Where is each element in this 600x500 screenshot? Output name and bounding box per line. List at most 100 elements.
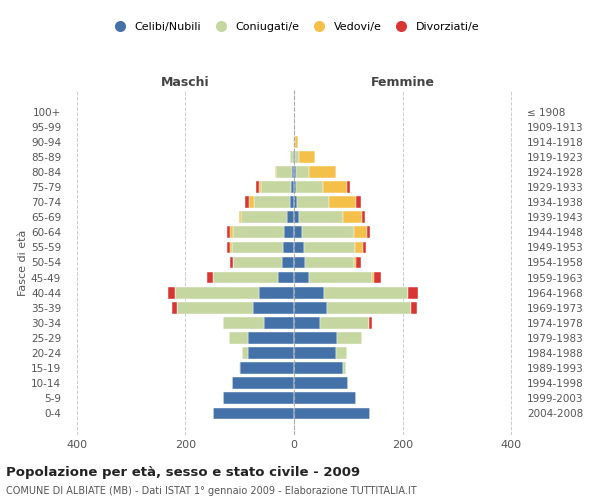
Bar <box>367 226 370 238</box>
Bar <box>295 136 298 147</box>
Bar <box>262 181 291 193</box>
Bar <box>354 256 356 268</box>
Bar <box>175 287 259 298</box>
Bar <box>294 226 302 238</box>
Bar <box>294 287 324 298</box>
Bar <box>354 226 367 238</box>
Bar <box>240 362 294 374</box>
Bar <box>343 212 362 223</box>
Bar <box>294 392 356 404</box>
Bar <box>259 287 294 298</box>
Bar <box>287 212 294 223</box>
Bar <box>294 362 343 374</box>
Bar <box>291 181 294 193</box>
Legend: Celibi/Nubili, Coniugati/e, Vedovi/e, Divorziati/e: Celibi/Nubili, Coniugati/e, Vedovi/e, Di… <box>106 20 482 34</box>
Bar <box>294 408 370 420</box>
Bar <box>294 332 337 344</box>
Bar <box>233 256 282 268</box>
Bar <box>294 378 348 389</box>
Bar <box>294 166 296 178</box>
Text: Maschi: Maschi <box>161 76 210 89</box>
Bar <box>168 287 175 298</box>
Bar <box>284 226 294 238</box>
Bar <box>295 151 299 162</box>
Bar <box>299 212 343 223</box>
Text: COMUNE DI ALBIATE (MB) - Dati ISTAT 1° gennaio 2009 - Elaborazione TUTTITALIA.IT: COMUNE DI ALBIATE (MB) - Dati ISTAT 1° g… <box>6 486 416 496</box>
Bar <box>302 226 354 238</box>
Bar <box>293 151 294 162</box>
Bar <box>305 256 354 268</box>
Bar <box>296 181 323 193</box>
Bar <box>259 181 262 193</box>
Bar <box>294 302 326 314</box>
Y-axis label: Fasce di età: Fasce di età <box>18 230 28 296</box>
Bar <box>248 347 294 359</box>
Bar <box>212 272 278 283</box>
Bar <box>282 256 294 268</box>
Bar <box>294 196 297 208</box>
Bar <box>239 212 241 223</box>
Bar <box>326 302 411 314</box>
Bar <box>172 302 177 314</box>
Bar <box>408 287 418 298</box>
Bar <box>229 332 248 344</box>
Bar <box>239 362 240 374</box>
Bar <box>177 302 253 314</box>
Bar <box>294 181 296 193</box>
Bar <box>230 242 232 254</box>
Bar <box>242 347 248 359</box>
Bar <box>294 317 320 329</box>
Bar <box>290 196 294 208</box>
Bar <box>230 226 233 238</box>
Bar <box>356 256 361 268</box>
Bar <box>294 121 295 132</box>
Bar <box>362 212 365 223</box>
Bar <box>337 332 362 344</box>
Bar <box>294 136 295 147</box>
Bar <box>369 317 371 329</box>
Bar <box>241 212 287 223</box>
Bar <box>232 242 283 254</box>
Bar <box>411 302 417 314</box>
Bar <box>374 272 381 283</box>
Bar <box>254 196 290 208</box>
Bar <box>293 136 294 147</box>
Bar <box>371 272 374 283</box>
Bar <box>294 256 305 268</box>
Bar <box>329 196 356 208</box>
Bar <box>355 242 364 254</box>
Bar <box>304 242 355 254</box>
Bar <box>297 196 329 208</box>
Bar <box>276 166 292 178</box>
Bar <box>356 196 361 208</box>
Y-axis label: Anni di nascita: Anni di nascita <box>598 221 600 304</box>
Bar <box>294 151 295 162</box>
Text: Popolazione per età, sesso e stato civile - 2009: Popolazione per età, sesso e stato civil… <box>6 466 360 479</box>
Text: Femmine: Femmine <box>371 76 434 89</box>
Bar <box>275 166 276 178</box>
Bar <box>248 332 294 344</box>
Bar <box>253 302 294 314</box>
Bar <box>207 272 212 283</box>
Bar <box>294 242 304 254</box>
Bar <box>294 272 309 283</box>
Bar <box>223 392 294 404</box>
Bar <box>320 317 369 329</box>
Bar <box>364 242 366 254</box>
Bar <box>227 242 230 254</box>
Bar <box>324 287 408 298</box>
Bar <box>278 272 294 283</box>
Bar <box>245 196 249 208</box>
Bar <box>212 408 294 420</box>
Bar <box>299 151 314 162</box>
Bar <box>292 166 294 178</box>
Bar <box>256 181 259 193</box>
Bar <box>296 166 309 178</box>
Bar <box>230 256 233 268</box>
Bar <box>294 212 299 223</box>
Bar <box>249 196 254 208</box>
Bar <box>232 378 294 389</box>
Bar <box>323 181 347 193</box>
Bar <box>283 242 294 254</box>
Bar <box>227 226 230 238</box>
